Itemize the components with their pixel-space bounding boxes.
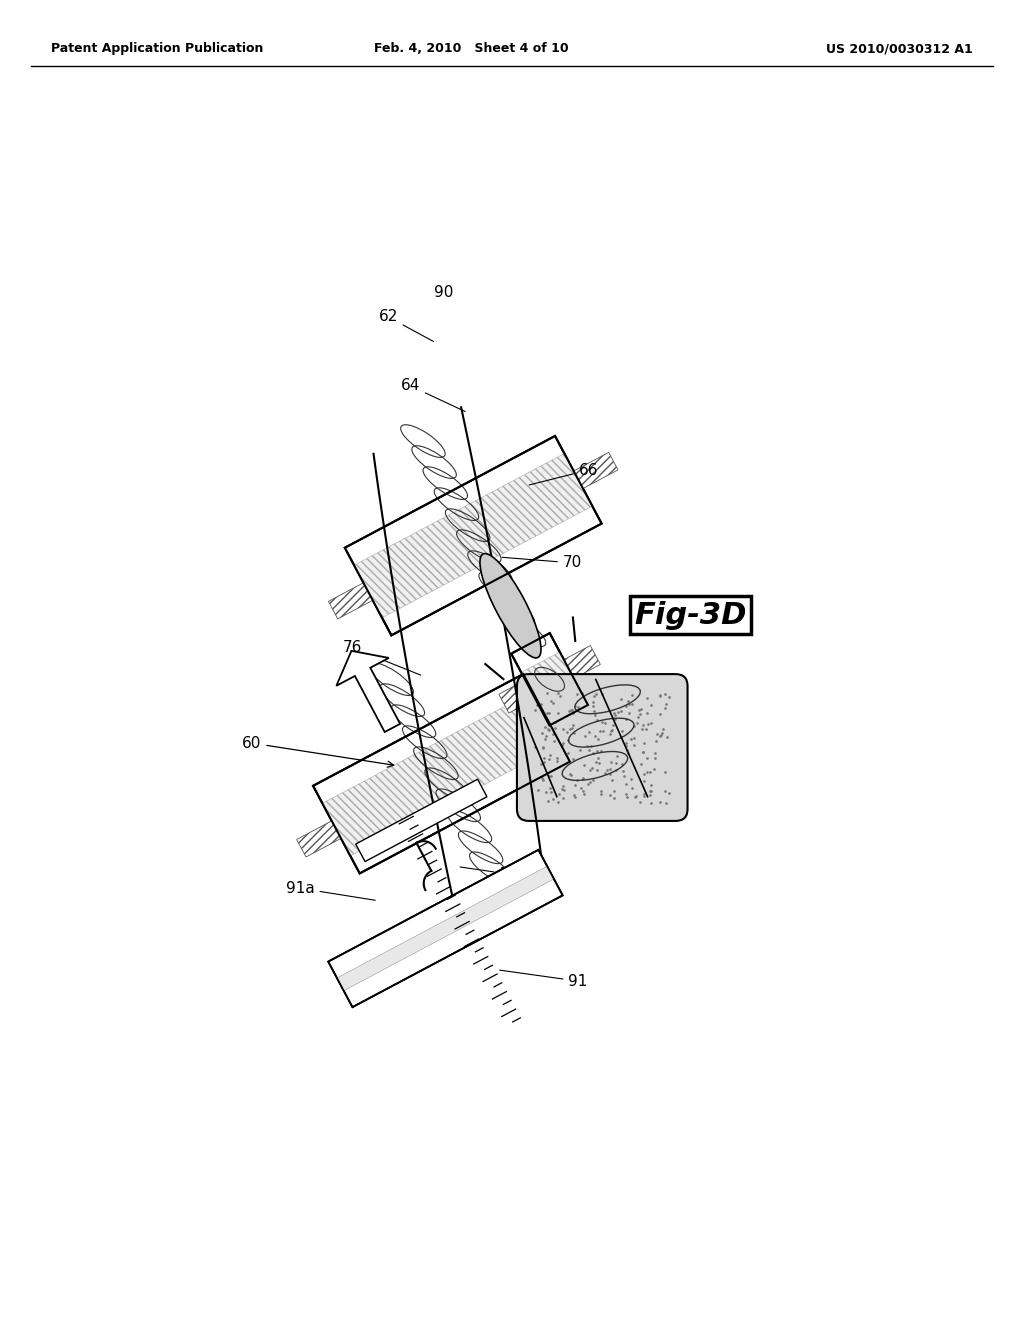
Polygon shape [511, 634, 588, 726]
Text: US 2010/0030312 A1: US 2010/0030312 A1 [826, 42, 973, 55]
Text: 76: 76 [343, 640, 421, 675]
Polygon shape [521, 652, 578, 706]
Polygon shape [367, 690, 587, 820]
Polygon shape [329, 850, 562, 1007]
Polygon shape [323, 692, 560, 855]
Text: 91a: 91a [286, 880, 375, 900]
Polygon shape [355, 779, 487, 862]
Text: 90: 90 [434, 285, 454, 300]
Polygon shape [345, 436, 602, 635]
Polygon shape [337, 651, 400, 733]
Text: 64: 64 [400, 379, 465, 412]
Text: Patent Application Publication: Patent Application Publication [51, 42, 263, 55]
Ellipse shape [480, 553, 541, 657]
Text: 70: 70 [502, 556, 582, 570]
Text: 60: 60 [242, 735, 393, 767]
Polygon shape [337, 866, 554, 991]
Polygon shape [552, 645, 600, 685]
Text: 62: 62 [379, 309, 433, 342]
Polygon shape [313, 675, 570, 874]
Text: Fig-3D: Fig-3D [634, 601, 746, 630]
FancyBboxPatch shape [517, 675, 687, 821]
Polygon shape [329, 490, 548, 619]
Polygon shape [499, 673, 548, 713]
Polygon shape [354, 454, 592, 618]
Text: 91: 91 [500, 970, 588, 989]
Polygon shape [398, 453, 618, 582]
Text: 76a: 76a [460, 867, 528, 882]
Text: 66: 66 [529, 462, 598, 484]
Polygon shape [297, 727, 516, 857]
Text: Feb. 4, 2010   Sheet 4 of 10: Feb. 4, 2010 Sheet 4 of 10 [374, 42, 568, 55]
